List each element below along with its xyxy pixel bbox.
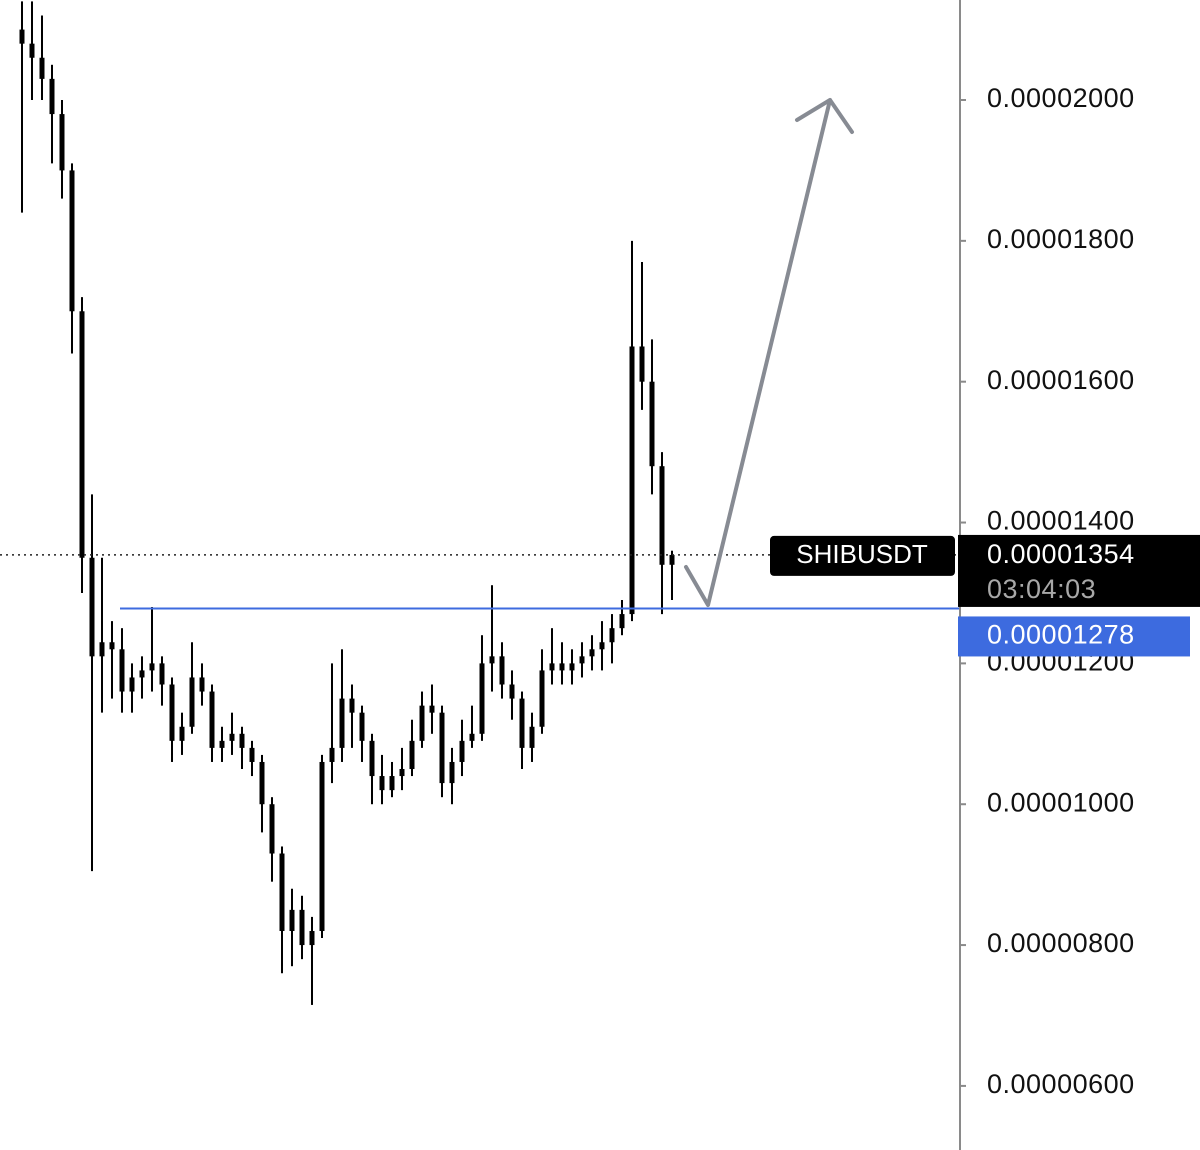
candle-body (219, 740, 225, 748)
candle-body (189, 677, 195, 727)
candle-body (229, 733, 235, 741)
y-tick-label: 0.00000800 (987, 928, 1135, 958)
candle-body (379, 776, 385, 791)
candle-body (49, 78, 55, 115)
y-tick-label: 0.00001800 (987, 224, 1135, 254)
candle-body (449, 761, 455, 784)
y-tick-label: 0.00001000 (987, 787, 1135, 817)
candle-body (589, 649, 595, 657)
candle-body (369, 740, 375, 777)
candle-body (559, 663, 565, 671)
y-tick-label: 0.00000600 (987, 1069, 1135, 1099)
candle-body (279, 853, 285, 931)
candle-body (199, 677, 205, 692)
candle-body (109, 642, 115, 650)
candle-body (519, 698, 525, 748)
candle-body (59, 114, 65, 171)
symbol-label: SHIBUSDT (796, 539, 928, 569)
candle-body (179, 726, 185, 741)
projection-arrow (684, 98, 854, 607)
candle-body (509, 684, 515, 699)
candle-body (139, 670, 145, 678)
candle-body (159, 663, 165, 685)
current-price-label: 0.00001354 (987, 539, 1135, 569)
candle-body (569, 663, 575, 671)
candle-body (669, 554, 675, 565)
candle-body (149, 663, 155, 671)
candle-body (259, 761, 265, 805)
candle-body (479, 663, 485, 734)
candle-body (489, 656, 495, 664)
candle-body (619, 614, 625, 629)
candle-body (309, 930, 315, 946)
candle-body (319, 761, 325, 931)
level-badge (958, 616, 1190, 657)
candle-body (349, 698, 355, 713)
candle-body (549, 663, 555, 671)
candle-body (639, 346, 645, 382)
level-label: 0.00001278 (987, 620, 1135, 650)
candle-body (239, 733, 245, 748)
candle-body (29, 43, 35, 58)
candle-body (289, 909, 295, 931)
candle-body (269, 804, 275, 854)
candle-body (419, 705, 425, 741)
candle-body (389, 776, 395, 791)
candle-body (89, 557, 95, 657)
candle-body (19, 29, 25, 44)
candle-body (409, 740, 415, 770)
candle-body (79, 311, 85, 558)
plot-area (0, 1, 960, 1005)
candle-body (459, 740, 465, 762)
countdown-label: 03:04:03 (987, 574, 1096, 604)
y-tick-label: 0.00001400 (987, 506, 1135, 536)
candle-body (429, 705, 435, 713)
candle-body (659, 466, 665, 565)
price-axis: 0.000006000.000008000.000010000.00001200… (960, 83, 1135, 1099)
y-tick-label: 0.00002000 (987, 83, 1135, 113)
symbol-badge (770, 535, 955, 576)
candle-body (99, 642, 105, 657)
candle-body (129, 677, 135, 692)
candle-body (399, 769, 405, 777)
candle-body (499, 656, 505, 685)
candle-body (539, 670, 545, 727)
candle-body (359, 712, 365, 741)
candle-body (249, 747, 255, 762)
candle-body (649, 381, 655, 467)
candle-body (629, 346, 635, 615)
candle-body (39, 57, 45, 79)
candle-body (609, 628, 615, 643)
candle-body (439, 712, 445, 784)
y-tick-label: 0.00001600 (987, 365, 1135, 395)
candle-body (209, 691, 215, 748)
candle-body (329, 747, 335, 762)
candle-body (299, 909, 305, 946)
candle-body (69, 170, 75, 312)
candle-body (169, 684, 175, 741)
candle-body (529, 726, 535, 748)
candle-body (599, 642, 605, 650)
price-labels: SHIBUSDT 0.00001354 03:04:03 0.00001278 (770, 534, 1200, 657)
current-price-badge (958, 534, 1200, 607)
candle-body (579, 656, 585, 664)
candle-body (119, 649, 125, 692)
candle-body (339, 698, 345, 748)
candle-body (469, 733, 475, 741)
